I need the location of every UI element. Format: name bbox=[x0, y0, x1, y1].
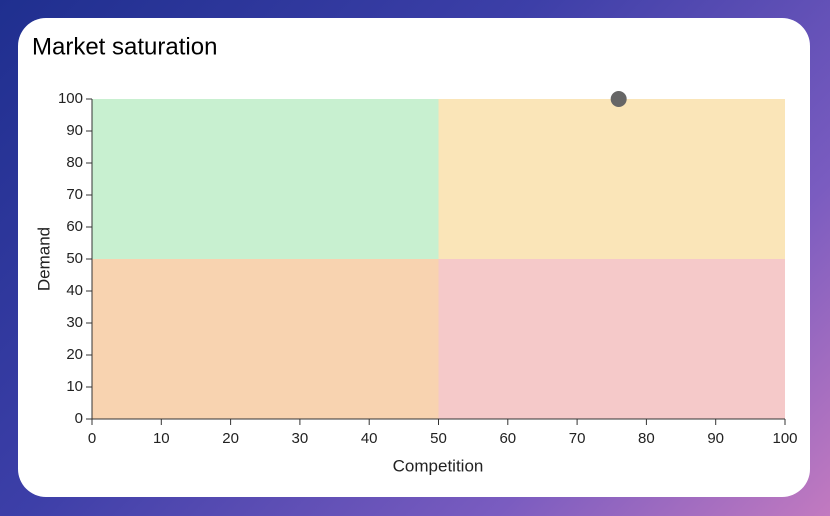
y-tick-label: 70 bbox=[66, 186, 83, 203]
quadrant bbox=[92, 259, 439, 419]
y-tick-label: 0 bbox=[75, 410, 83, 427]
y-axis-title: Demand bbox=[34, 227, 53, 291]
x-tick-label: 80 bbox=[638, 430, 655, 447]
x-tick-label: 30 bbox=[292, 430, 309, 447]
y-tick-label: 80 bbox=[66, 154, 83, 171]
quadrant bbox=[438, 259, 785, 419]
y-tick-label: 40 bbox=[66, 282, 83, 299]
x-tick-label: 70 bbox=[569, 430, 586, 447]
y-tick-label: 60 bbox=[66, 218, 83, 235]
x-axis-title: Competition bbox=[393, 456, 484, 475]
y-tick-label: 30 bbox=[66, 314, 83, 331]
x-tick-label: 90 bbox=[707, 430, 724, 447]
y-tick-label: 90 bbox=[66, 122, 83, 139]
x-tick-label: 20 bbox=[222, 430, 239, 447]
x-tick-label: 60 bbox=[499, 430, 516, 447]
quadrant bbox=[438, 99, 785, 259]
y-tick-label: 10 bbox=[66, 378, 83, 395]
y-tick-label: 20 bbox=[66, 346, 83, 363]
y-tick-label: 50 bbox=[66, 250, 83, 267]
x-tick-label: 50 bbox=[430, 430, 447, 447]
point bbox=[610, 91, 627, 107]
x-tick-label: 40 bbox=[361, 430, 378, 447]
x-tick-label: 100 bbox=[772, 430, 797, 447]
y-tick-label: 100 bbox=[58, 90, 83, 107]
chart-title: Market saturation bbox=[32, 33, 217, 60]
quadrant bbox=[92, 99, 439, 259]
x-tick-label: 0 bbox=[88, 430, 96, 447]
x-tick-label: 10 bbox=[153, 430, 170, 447]
